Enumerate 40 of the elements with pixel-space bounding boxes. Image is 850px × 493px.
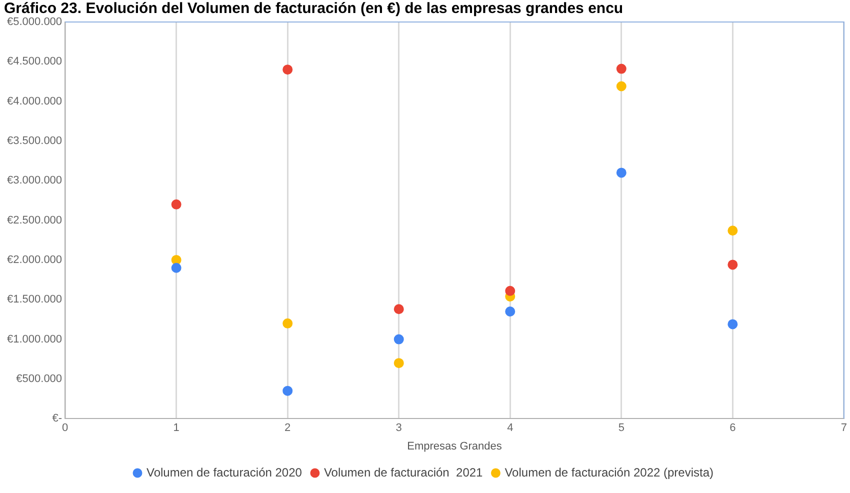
point [282, 318, 293, 328]
y-tick-label: €2.500.000 [6, 214, 62, 226]
legend-label: Volumen de facturación 2020 [146, 465, 302, 480]
x-tick-label: 5 [618, 422, 624, 434]
y-tick-label: €5.000.000 [6, 16, 62, 28]
x-tick-label: 3 [396, 422, 402, 434]
point [282, 386, 293, 396]
point [282, 64, 293, 75]
legend-label: Volumen de facturación 2022 (prevista) [504, 465, 714, 480]
point [394, 334, 404, 344]
x-axis-title: Empresas Grandes [407, 440, 502, 452]
y-tick-label: €4.000.000 [6, 95, 62, 108]
x-tick-label: 7 [840, 422, 848, 434]
y-tick-label: €3.000.000 [6, 174, 62, 187]
x-tick-label: 0 [62, 422, 68, 434]
legend-label: Volumen de facturación 2021 [324, 465, 484, 480]
point [505, 286, 516, 296]
point [505, 306, 516, 317]
y-tick-label: €- [52, 412, 62, 425]
chart-title: Gráfico 23. Evolución del Volumen de facturación (en €) de las empresas grandes encu [4, 0, 624, 18]
y-tick-label: €3.500.000 [6, 135, 62, 148]
x-tick-label: 2 [284, 422, 291, 434]
y-tick-label: €500.000 [16, 372, 62, 385]
point [616, 168, 626, 178]
x-tick-label: 6 [730, 422, 736, 434]
point [728, 319, 738, 330]
point [616, 64, 626, 74]
x-tick-label: 4 [507, 422, 514, 434]
y-tick-label: €4.500.000 [6, 56, 62, 68]
point [616, 81, 626, 92]
point [728, 226, 738, 236]
x-tick-label: 1 [173, 422, 180, 434]
y-tick-label: €2.000.000 [6, 254, 62, 266]
point [171, 199, 182, 210]
y-tick-label: €1.000.000 [6, 333, 62, 346]
point [728, 260, 738, 270]
y-tick-label: €1.500.000 [6, 294, 62, 306]
point [171, 262, 182, 273]
point [394, 358, 404, 368]
point [394, 304, 404, 314]
